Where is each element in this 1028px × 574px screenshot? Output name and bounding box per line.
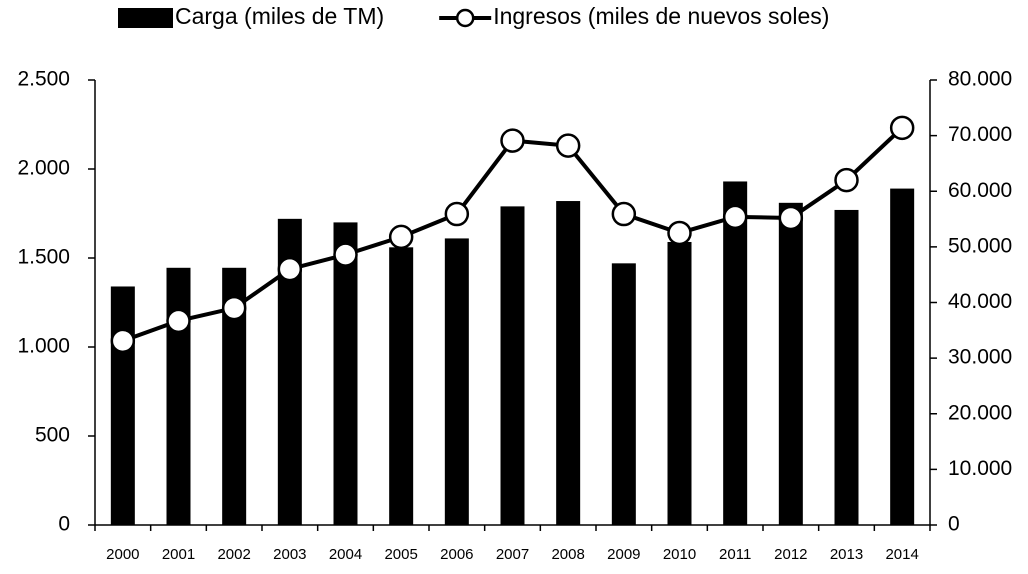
legend-marker [455, 8, 475, 28]
marker [500, 128, 525, 153]
y2-tick-label: 10.000 [948, 457, 1012, 480]
y2-tick-label: 60.000 [948, 179, 1012, 202]
bar [110, 286, 135, 525]
bar [333, 222, 358, 525]
x-tick-label: 2012 [774, 546, 807, 563]
bar [166, 267, 191, 525]
bar [778, 202, 803, 525]
marker [834, 167, 859, 193]
x-tick-label: 2014 [885, 546, 918, 563]
bar [556, 201, 581, 526]
marker [889, 115, 915, 141]
marker [778, 205, 804, 231]
marker [388, 224, 414, 250]
marker [611, 201, 637, 227]
bar [611, 263, 636, 525]
marker [221, 295, 247, 321]
y2-tick-label: 20.000 [948, 401, 1012, 424]
x-tick-label: 2002 [217, 546, 250, 563]
y-tick-label: 2.500 [17, 68, 70, 91]
x-tick-label: 2001 [162, 546, 195, 563]
y2-tick-label: 30.000 [948, 346, 1012, 369]
bar [500, 206, 525, 525]
x-tick-label: 2009 [607, 546, 640, 563]
y-tick-label: 1.000 [17, 335, 70, 358]
marker [277, 256, 303, 282]
y-tick-label: 2.000 [17, 157, 70, 180]
bar [723, 181, 748, 525]
x-tick-label: 2004 [329, 546, 362, 563]
x-tick-label: 2003 [273, 546, 306, 563]
y-tick-label: 1.500 [17, 246, 70, 269]
marker [333, 242, 358, 267]
x-tick-label: 2013 [830, 546, 863, 563]
x-tick-label: 2005 [384, 546, 417, 563]
y2-tick-label: 80.000 [948, 68, 1012, 91]
y2-tick-label: 0 [948, 513, 960, 536]
bar [890, 188, 915, 525]
x-tick-label: 2000 [106, 546, 139, 563]
bar [834, 209, 859, 525]
y2-tick-label: 40.000 [948, 290, 1012, 313]
bar [667, 241, 692, 526]
marker [667, 220, 692, 246]
legend-label: Carga (miles de TM) [175, 3, 384, 29]
x-tick-label: 2006 [440, 546, 473, 563]
marker [110, 328, 136, 354]
x-tick-label: 2010 [663, 546, 696, 563]
bar [444, 238, 469, 526]
marker [555, 133, 581, 158]
bar [389, 247, 414, 525]
y-tick-label: 500 [35, 424, 70, 447]
y2-tick-label: 50.000 [948, 234, 1012, 257]
marker [722, 204, 748, 230]
legend-label: Ingresos (miles de nuevos soles) [493, 3, 829, 29]
marker [166, 308, 191, 334]
legend-swatch [118, 8, 173, 28]
x-tick-label: 2011 [719, 546, 751, 563]
y-tick-label: 0 [58, 513, 70, 536]
marker [444, 201, 470, 227]
x-tick-label: 2007 [496, 546, 529, 563]
y2-tick-label: 70.000 [948, 123, 1012, 146]
x-tick-label: 2008 [551, 546, 584, 563]
